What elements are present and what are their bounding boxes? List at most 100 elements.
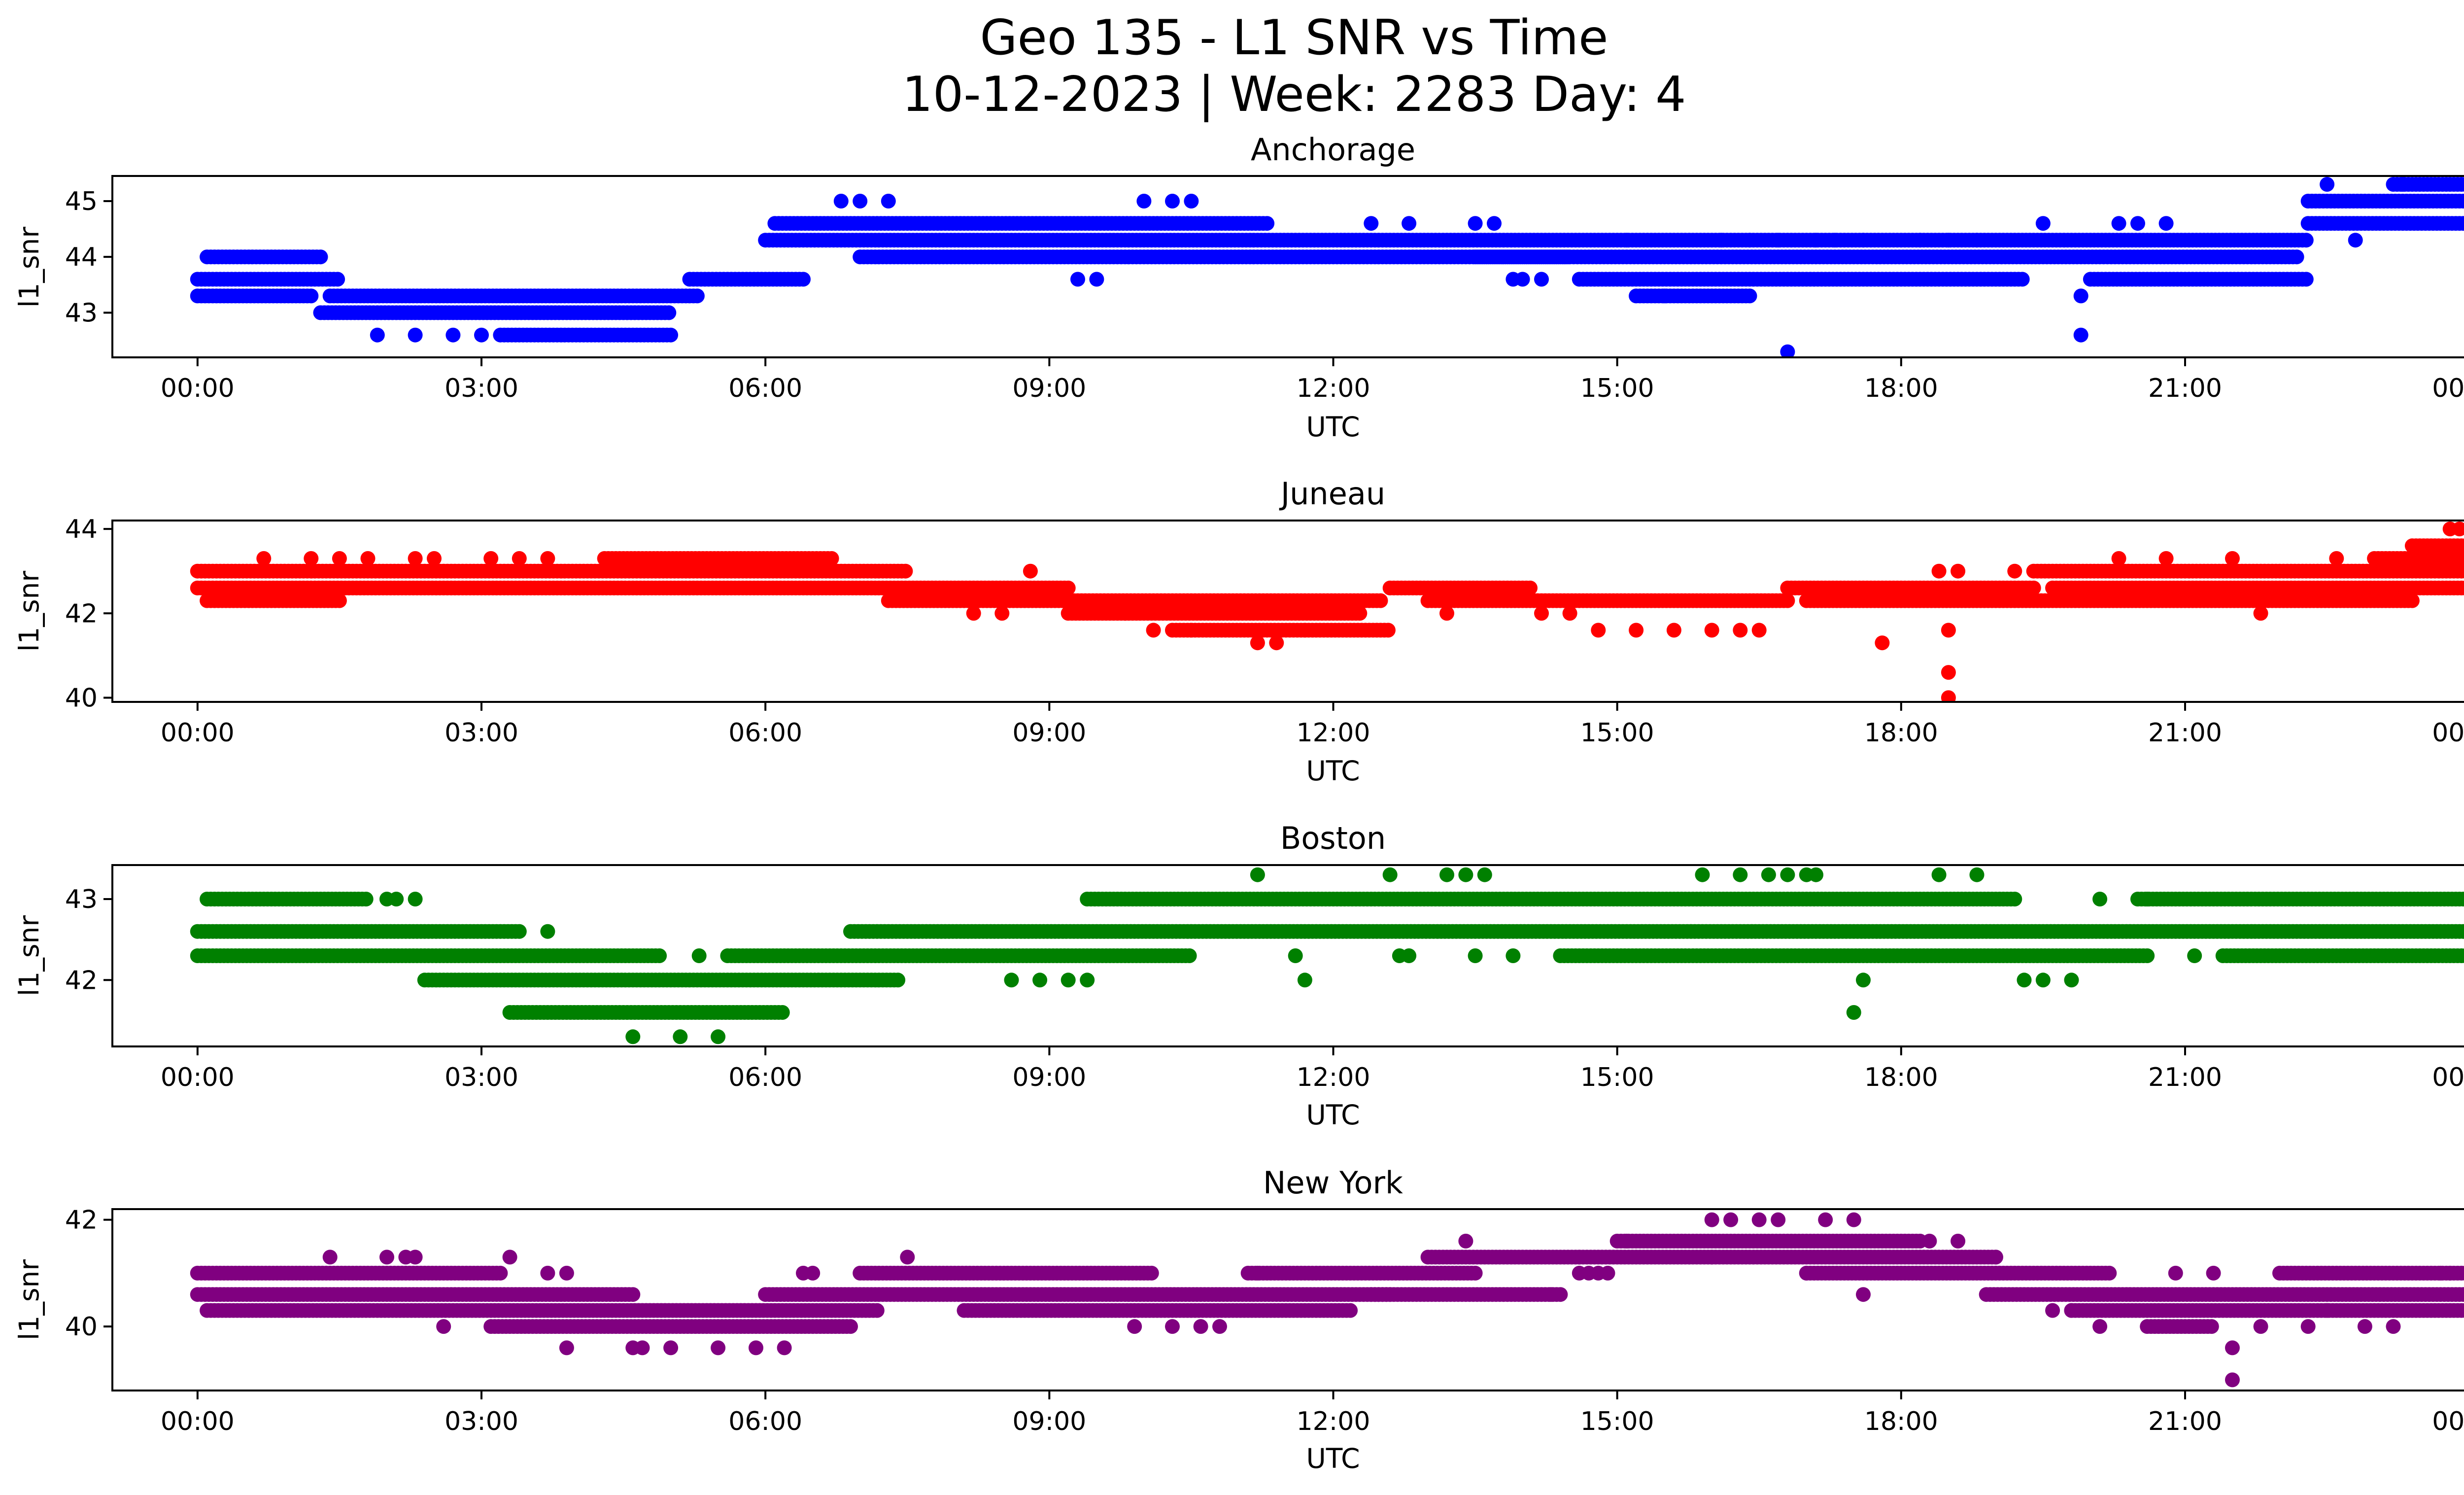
scatter-point [1250,867,1265,882]
scatter-point [2158,551,2174,566]
x-tick-label: 09:00 [1012,374,1086,403]
scatter-point [1061,973,1076,988]
x-tick-label: 09:00 [1012,718,1086,748]
scatter-point [1487,216,1502,231]
scatter-point [1657,288,1672,304]
scatter-band-10 [2026,563,2464,579]
scatter-point [2320,177,2335,192]
scatter-point [1913,233,1928,248]
scatter-band-8 [1553,948,2155,963]
x-tick-label: 03:00 [445,1063,518,1092]
scatter-point [1402,948,1417,963]
scatter-point [358,892,374,906]
scatter-point [474,327,489,343]
scatter-band-9 [853,249,1575,265]
scatter-point [966,606,981,621]
scatter-point [1761,867,1776,882]
scatter-point [2015,272,2030,287]
scatter-point [1941,665,1956,680]
scatter-point [2458,563,2464,579]
scatter-point [898,563,913,579]
scatter-band-14 [2404,538,2464,554]
scatter-point [853,194,868,209]
scatter-point [1260,216,1275,231]
scatter-point [2111,551,2126,566]
y-tick-label: 44 [65,243,98,272]
subplot-anchorage: Anchorage UTC l1_snr 00:00 03:00 06:00 09:0… [13,132,2464,443]
scatter-point [427,551,442,566]
scatter-band-3 [417,973,906,988]
scatter-point [1562,606,1577,621]
scatter-point [370,327,385,343]
scatter-point [1184,623,1199,638]
scatter-point [2253,606,2268,621]
scatter-point [1846,1005,1861,1020]
scatter-point [1382,867,1398,882]
scatter-point [493,1265,508,1281]
y-axis-label: l1_snr [13,571,45,652]
scatter-point [1704,623,1719,638]
scatter-point [2452,522,2464,537]
scatter-point [1288,948,1303,963]
scatter-point [2158,216,2174,231]
x-tick-label: 18:00 [1864,374,1938,403]
scatter-point [1856,973,1871,988]
scatter-point [1468,948,1483,963]
scatter-point [661,305,677,320]
scatter-point [1032,973,1048,988]
scatter-point [1591,623,1606,638]
scatter-point [2462,179,2464,190]
figure-title-line2: 10-12-2023 | Week: 2283 Day: 4 [902,67,1686,123]
scatter-point [389,892,404,906]
scatter-point [1468,216,1483,231]
scatter-point [2289,249,2304,265]
x-tick-label: 21:00 [2148,718,2222,748]
x-tick-label: 00:00 [2432,1063,2464,1092]
scatter-point [1297,623,1312,638]
scatter-point [1118,606,1132,621]
scatter-point [1380,623,1396,638]
scatter-point [1666,623,1681,638]
x-tick-label: 06:00 [728,374,802,403]
scatter-band-8 [767,216,1275,231]
scatter-point [2225,551,2240,566]
scatter-band-6 [682,272,811,287]
scatter-point [2064,973,2079,988]
scatter-point [1136,194,1152,209]
x-tick-label: 00:00 [2432,718,2464,748]
scatter-point [408,892,423,906]
scatter-point [1619,233,1634,248]
scatter-point [1751,623,1767,638]
y-axis-label: l1_snr [13,1259,45,1340]
scatter-band-5 [1061,606,1368,621]
scatter-point [2298,272,2314,287]
scatter-point [1364,216,1379,231]
scatter-band-7 [758,233,2314,248]
scatter-point [1931,867,1947,882]
scatter-point [1070,272,1085,287]
scatter-point [1733,623,1748,638]
x-tick-label: 03:00 [445,374,518,403]
scatter-point [1089,272,1104,287]
scatter-point [2458,551,2464,566]
scatter-band-8 [1420,593,1795,608]
scatter-band-0 [190,563,913,579]
scatter-point [711,1029,726,1044]
scatter-point [2007,892,2022,906]
y-tick-label: 42 [65,966,98,995]
scatter-point [1352,606,1368,621]
scatter-point [483,551,499,566]
scatter-band-0 [190,1265,508,1281]
scatter-point [1534,606,1549,621]
scatter-points [190,867,2464,1044]
scatter-point [673,1029,688,1044]
scatter-point [2460,216,2464,230]
scatter-band-12 [2045,580,2464,595]
x-tick-label: 12:00 [1297,718,1370,748]
scatter-band-0 [190,924,527,939]
x-axis-label: UTC [1306,1443,1360,1474]
scatter-point [2460,925,2464,939]
scatter-band-1 [190,1287,641,1302]
scatter-point [1951,563,1966,579]
